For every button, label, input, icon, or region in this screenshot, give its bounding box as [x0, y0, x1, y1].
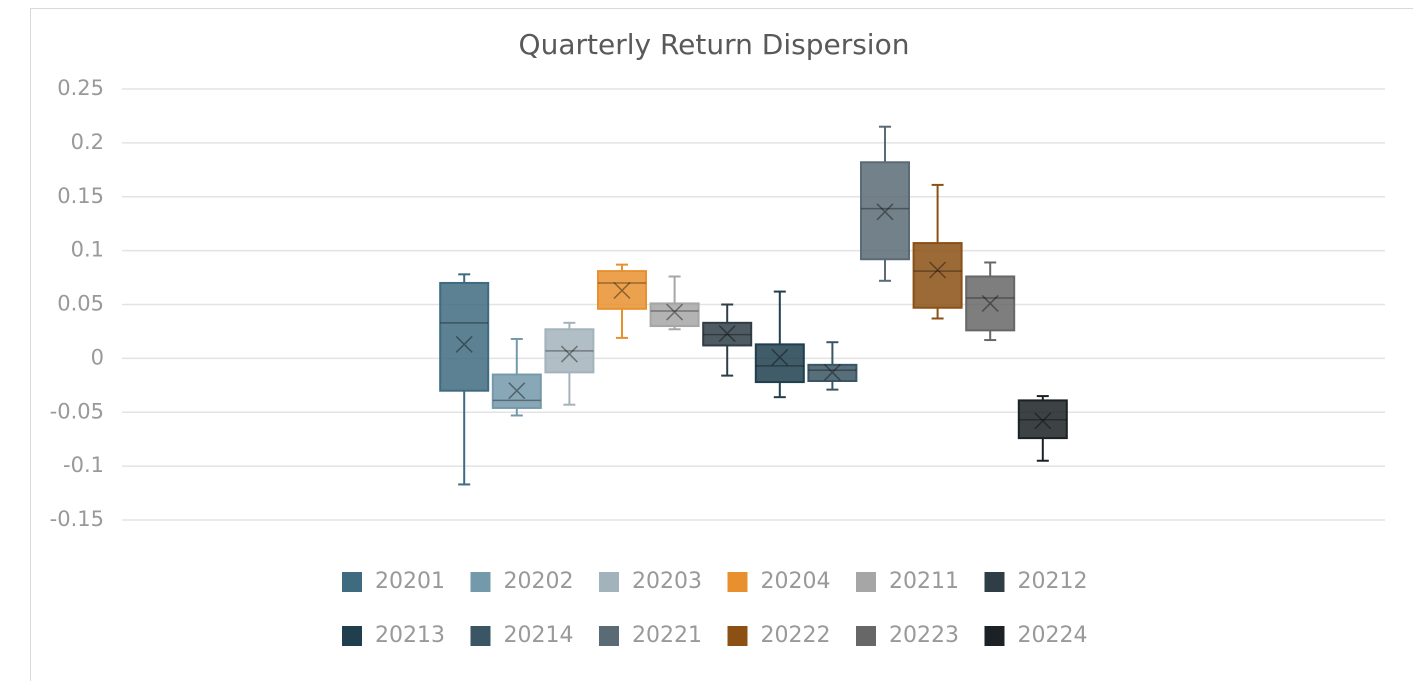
legend-label: 20222 [761, 623, 831, 648]
legend-swatch [470, 572, 491, 592]
box [1017, 399, 1068, 440]
mean-marker [1034, 412, 1052, 430]
legend-label: 20212 [1018, 569, 1088, 594]
legend-swatch [984, 572, 1005, 592]
mean-marker [929, 261, 947, 279]
y-tick-label: 0.15 [57, 184, 104, 208]
box [702, 321, 753, 347]
mean-marker [718, 325, 736, 343]
legend-swatch [342, 626, 362, 646]
legend-label: 20221 [632, 623, 702, 648]
legend-label: 20211 [889, 569, 959, 594]
legend-label: 20204 [761, 569, 831, 594]
mean-marker [981, 294, 999, 312]
legend-swatch [727, 626, 748, 646]
mean-marker [823, 363, 841, 381]
y-tick-label: 0.05 [57, 292, 104, 316]
box [491, 373, 542, 409]
legend-label: 20224 [1018, 623, 1088, 648]
legend-label: 20201 [375, 569, 445, 594]
legend-label: 20223 [889, 623, 959, 648]
box [912, 242, 963, 309]
mean-marker [560, 345, 578, 363]
chart-title: Quarterly Return Dispersion [519, 28, 910, 61]
legend-swatch [599, 572, 619, 592]
mean-marker [613, 281, 631, 300]
legend-label: 20202 [504, 569, 574, 594]
y-tick-label: 0.2 [71, 130, 104, 154]
box [439, 281, 490, 392]
legend-swatch [470, 626, 491, 646]
box [807, 363, 858, 383]
box [597, 270, 647, 310]
legend-label: 20214 [504, 623, 574, 648]
legend-swatch [727, 572, 748, 592]
box [965, 275, 1016, 332]
y-tick-label: 0.25 [57, 76, 104, 100]
mean-marker [771, 348, 789, 366]
y-tick-label: 0 [91, 345, 104, 369]
y-tick-label: -0.1 [63, 453, 104, 477]
mean-marker [455, 335, 473, 353]
box [649, 302, 700, 328]
mean-marker [666, 303, 684, 321]
legend-swatch [984, 626, 1005, 646]
legend-label: 20203 [632, 569, 702, 594]
mean-marker [876, 203, 894, 221]
box [860, 161, 910, 261]
legend-swatch [342, 572, 362, 592]
legend-swatch [856, 626, 876, 646]
box [754, 343, 805, 384]
y-tick-label: 0.1 [71, 238, 104, 262]
mean-marker [508, 382, 526, 400]
legend-swatch [599, 626, 619, 646]
legend-swatch [856, 572, 876, 592]
legend-label: 20213 [375, 623, 445, 648]
y-tick-label: -0.05 [50, 399, 104, 423]
box [544, 328, 595, 374]
y-tick-label: -0.15 [50, 507, 104, 531]
